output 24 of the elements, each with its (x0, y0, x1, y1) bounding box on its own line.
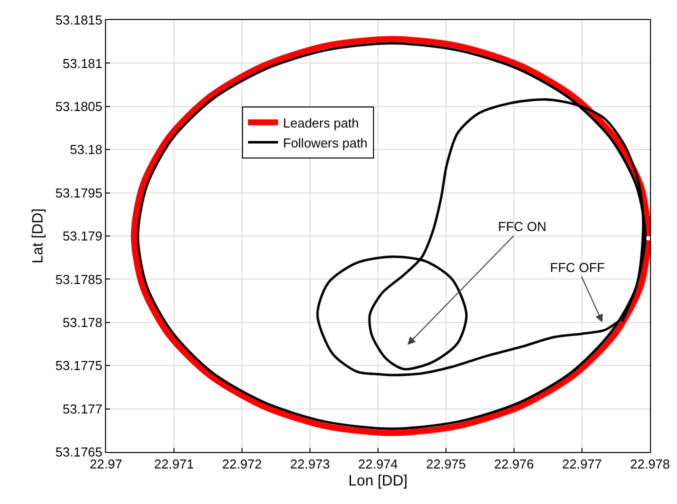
y-tick-label: 53.177 (62, 401, 102, 416)
y-tick-label: 53.1795 (55, 185, 102, 200)
x-tick-label: 22.975 (426, 456, 466, 472)
y-tick-label: 53.1805 (55, 98, 102, 114)
y-tick-label: 53.1785 (55, 272, 102, 287)
y-tick-label: 53.1775 (55, 358, 102, 374)
y-tick-label: 53.179 (62, 228, 102, 244)
x-axis-title: Lon [DD] (348, 472, 408, 490)
legend-label: Followers path (283, 135, 368, 150)
annotation: FFC ON (498, 219, 546, 234)
x-tick-label: 22.973 (290, 456, 330, 472)
legend-label: Leaders path (283, 115, 359, 130)
x-tick-label: 22.972 (222, 456, 262, 472)
y-tick-label: 53.178 (62, 314, 102, 330)
y-tick-label: 53.18 (70, 142, 102, 158)
y-tick-label: 53.1815 (55, 12, 102, 28)
y-axis-title: Lat [DD] (30, 208, 47, 264)
y-tick-label: 53.181 (62, 56, 102, 71)
x-tick-label: 22.978 (630, 456, 670, 472)
annotation: FFC OFF (550, 260, 605, 275)
x-tick-label: 22.974 (358, 456, 398, 472)
x-tick-label: 22.971 (154, 456, 194, 472)
x-tick-label: 22.976 (494, 456, 534, 472)
x-tick-label: 22.977 (562, 456, 602, 472)
